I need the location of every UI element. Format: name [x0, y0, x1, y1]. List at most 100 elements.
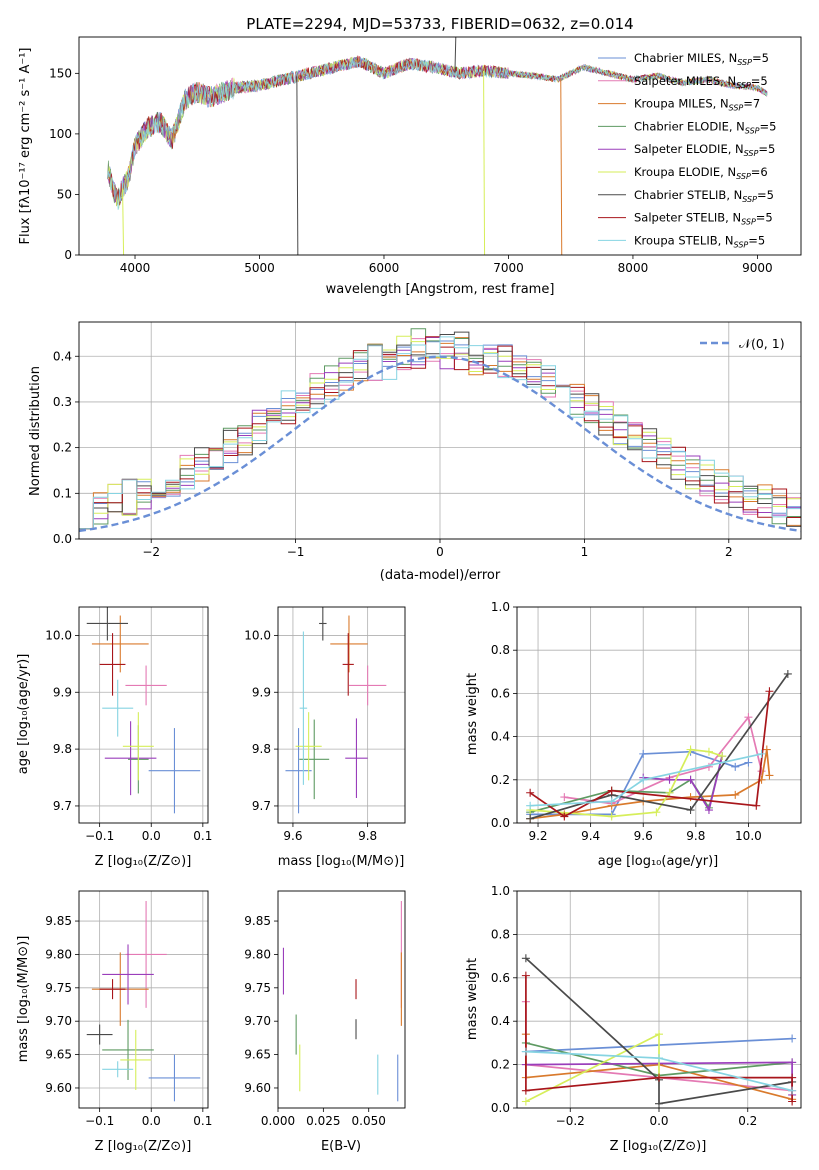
spectrum-ytick-label: 0: [64, 248, 72, 262]
spectrum-xtick-label: 9000: [742, 261, 773, 275]
mass_weight_vs_Z-line-chabrier_stelib: [525, 957, 793, 1105]
mass_weight_vs_age-marker-salpeter_stelib: [560, 812, 569, 821]
residuals-plot-area: [79, 328, 801, 533]
mass_vs_Z-grid: [79, 891, 208, 1108]
spectrum-xtick-label: 8000: [618, 261, 649, 275]
mass_weight_vs_age-marker-salpeter_stelib: [765, 687, 774, 696]
mass_weight_vs_age-marker-chabrier_miles: [731, 762, 740, 771]
legend-label-salpeter_miles: Salpeter MILES, NSSP=5: [634, 74, 768, 90]
mass_vs_EBV-ytick-label: 9.65: [244, 1048, 271, 1062]
mass_vs_Z-plot-area: [86, 901, 201, 1102]
mass_weight_vs_Z-line-kroupa_elodie: [525, 1032, 660, 1103]
spectrum-title: PLATE=2294, MJD=53733, FIBERID=0632, z=0…: [246, 15, 633, 33]
mass_weight_vs_Z-marker-kroupa_stelib: [521, 1047, 530, 1056]
mass_weight_vs_age-marker-salpeter_elodie: [704, 806, 713, 815]
legend-label-salpeter_elodie: Salpeter ELODIE, NSSP=5: [634, 142, 775, 158]
age_vs_Z-ytick-label: 9.7: [53, 799, 72, 813]
mass_vs_Z-ytick-label: 9.60: [45, 1081, 72, 1095]
mass_weight_vs_Z-frame: [516, 890, 802, 1109]
age_vs_Z-ytick-label: 9.9: [53, 685, 72, 699]
mass_weight_vs_Z-marker-chabrier_miles: [788, 1034, 797, 1043]
legend-label-chabrier_stelib: Chabrier STELIB, NSSP=5: [634, 188, 774, 204]
spectrum-line-kroupa_stelib: [107, 57, 768, 210]
mwAge-xlabel: age [log₁₀(age/yr)]: [598, 854, 719, 869]
mass_weight_vs_Z-marker-salpeter_stelib: [521, 1086, 530, 1095]
massZ-ylabel: mass [log₁₀(M/M⊙)]: [16, 936, 31, 1063]
spectrum-ytick-label: 50: [57, 187, 72, 201]
spectrum-ytick-label: 100: [49, 127, 72, 141]
mass_weight_vs_age-marker-kroupa_miles: [731, 790, 740, 799]
mass_weight_vs_Z-marker-salpeter_stelib: [788, 1097, 797, 1106]
mass_weight_vs_age-marker-kroupa_miles: [686, 793, 695, 802]
spectrum-legend: Chabrier MILES, NSSP=5 Salpeter MILES, NS…: [598, 51, 776, 249]
ageM-xlabel: mass [log₁₀(M/M⊙)]: [278, 854, 405, 869]
mass_vs_EBV-xtick-label: 0.050: [352, 1114, 386, 1128]
mass_vs_EBV-ytick-label: 9.85: [244, 914, 271, 928]
mass_weight_vs_age-marker-chabrier_miles: [639, 749, 648, 758]
mass-weight-vs-metallicity-panel: Z [log₁₀(Z/Z⊙)] mass weight −0.2 0.0 0.2 0.…: [465, 884, 802, 1154]
mass_weight_vs_Z-xtick-label: −0.2: [556, 1114, 585, 1128]
age_vs_mass-ytick-label: 9.8: [252, 742, 271, 756]
mass_weight_vs_age-ytick-label: 0.2: [491, 773, 510, 787]
legend-label-kroupa_elodie: Kroupa ELODIE, NSSP=6: [634, 165, 768, 181]
residuals-xtick-label: 2: [725, 545, 733, 559]
mass_weight_vs_age-frame: [516, 606, 802, 824]
mass_weight_vs_age-xtick-label: 9.6: [634, 829, 653, 843]
mass_weight_vs_age-marker-kroupa_stelib: [607, 797, 616, 806]
age_vs_mass-ytick-label: 9.7: [252, 799, 271, 813]
mass_weight_vs_age-marker-kroupa_elodie: [718, 752, 727, 761]
mass_vs_Z-ytick-label: 9.85: [45, 914, 72, 928]
mass_weight_vs_age-xtick-label: 10.0: [735, 829, 762, 843]
age_vs_Z-ytick-label: 10.0: [45, 628, 72, 642]
age_vs_mass-ytick-label: 9.9: [252, 685, 271, 699]
spectrum-frame: [78, 36, 802, 256]
residual-hist-kroupa_stelib: [79, 336, 801, 530]
mass_weight_vs_Z-marker-kroupa_elodie: [655, 1030, 663, 1039]
mass_weight_vs_age-marker-chabrier_stelib: [783, 669, 792, 678]
mass_weight_vs_age-line-kroupa_stelib: [530, 753, 762, 807]
mass_vs_Z-ytick-label: 9.80: [45, 947, 72, 961]
mass_weight_vs_Z-xtick-label: 0.0: [649, 1114, 668, 1128]
mass_weight_vs_age-xtick-label: 9.4: [581, 829, 600, 843]
age_vs_Z-xtick-label: −0.1: [85, 829, 114, 843]
mass-vs-metallicity-panel: Z [log₁₀(Z/Z⊙)] mass [log₁₀(M/M⊙)] −0.1 0…: [16, 890, 212, 1154]
mass_weight_vs_age-marker-kroupa_elodie: [686, 745, 695, 754]
mass_weight_vs_age-marker-kroupa_stelib: [526, 801, 535, 810]
mass_weight_vs_age-xtick-label: 9.2: [528, 829, 547, 843]
age_vs_mass-plot-area: [285, 607, 387, 814]
mwZ-xlabel: Z [log₁₀(Z/Z⊙)]: [610, 1139, 707, 1154]
spectrum-xtick-label: 4000: [120, 261, 151, 275]
mass_weight_vs_age-ytick-label: 0.6: [491, 686, 510, 700]
mass_weight_vs_Z-marker-kroupa_stelib: [655, 1054, 663, 1063]
mass_vs_EBV-xtick-label: 0.000: [261, 1114, 295, 1128]
mass_vs_Z-ytick-label: 9.75: [45, 981, 72, 995]
mwAge-ylabel: mass weight: [465, 673, 480, 755]
mass-vs-ebv-panel: E(B-V) 0.000 0.025 0.050 9.60 9.65 9.70 9.75 9.…: [244, 890, 406, 1154]
mass_weight_vs_Z-xtick-label: 0.2: [738, 1114, 757, 1128]
mass_weight_vs_Z-marker-kroupa_stelib: [788, 1086, 797, 1095]
mass_weight_vs_age-marker-kroupa_elodie: [665, 788, 674, 797]
age_vs_mass-frame: [277, 606, 406, 824]
spectrum-xtick-label: 7000: [493, 261, 524, 275]
mass_weight_vs_age-marker-kroupa_elodie: [607, 812, 616, 821]
mass_vs_Z-frame: [78, 890, 209, 1109]
mass_vs_Z-xtick-label: 0.1: [193, 1114, 212, 1128]
mass_weight_vs_Z-ytick-label: 0.0: [491, 1101, 510, 1115]
mass_vs_EBV-ytick-label: 9.80: [244, 947, 271, 961]
normal-reference-curve: [79, 355, 801, 533]
legend-label-chabrier_miles: Chabrier MILES, NSSP=5: [634, 51, 769, 67]
residual-histogram-panel: (data-model)/error Normed distribution −…: [28, 321, 802, 583]
mass_weight_vs_Z-marker-kroupa_elodie: [521, 1097, 530, 1106]
age-vs-metallicity-panel: Z [log₁₀(Z/Z⊙)] age [log₁₀(age/yr)] −0.1…: [16, 606, 212, 869]
mass_weight_vs_age-marker-kroupa_stelib: [757, 749, 766, 758]
mass_weight_vs_Z-ytick-label: 0.4: [491, 1014, 510, 1028]
mass_weight_vs_age-marker-kroupa_elodie: [704, 747, 713, 756]
mass_weight_vs_Z-marker-chabrier_stelib: [521, 954, 530, 963]
mass_vs_EBV-ytick-label: 9.75: [244, 981, 271, 995]
mass_weight_vs_age-marker-salpeter_stelib: [526, 788, 535, 797]
age_vs_Z-grid: [79, 607, 208, 823]
mass_weight_vs_Z-marker-salpeter_elodie: [788, 1058, 797, 1067]
mass_vs_Z-xtick-label: 0.0: [142, 1114, 161, 1128]
mwZ-ylabel: mass weight: [465, 958, 480, 1040]
residual-ylabel: Normed distribution: [28, 366, 43, 496]
